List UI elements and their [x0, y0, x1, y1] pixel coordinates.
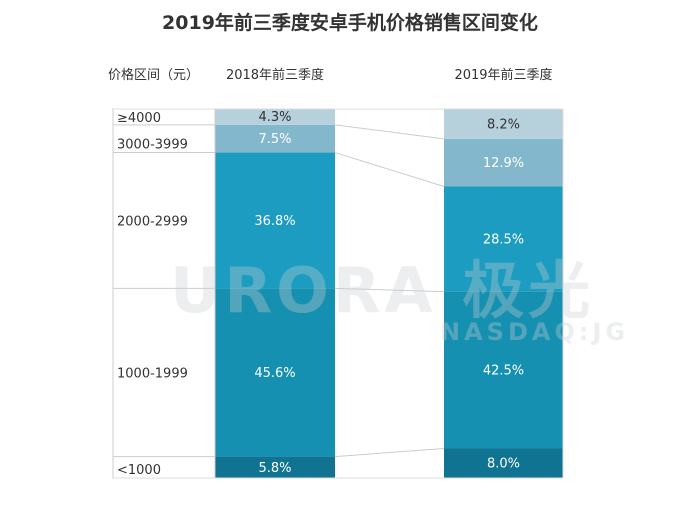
- legend-label: 1000-1999: [117, 366, 188, 381]
- data-label: 28.5%: [483, 233, 524, 248]
- legend-label: <1000: [117, 463, 161, 478]
- bar-segment: [215, 152, 335, 289]
- bar-segment: [215, 109, 335, 125]
- legend-label: 2000-2999: [117, 214, 188, 229]
- bar-segment: [444, 108, 563, 139]
- connector-line: [334, 447, 445, 458]
- bar-segment: [444, 138, 563, 187]
- bar-segment: [444, 291, 563, 449]
- category-header: 价格区间（元）: [108, 68, 200, 83]
- data-label: 4.3%: [258, 110, 291, 125]
- connector-line: [334, 152, 445, 187]
- bar-label-2018: 2018年前三季度: [225, 68, 325, 83]
- bar-segment: [444, 448, 563, 478]
- connector-line: [334, 287, 445, 293]
- data-label: 8.0%: [487, 457, 520, 472]
- data-label: 8.2%: [487, 117, 520, 132]
- bar-label-2019: 2019年前三季度: [454, 68, 553, 83]
- data-label: 42.5%: [483, 364, 524, 379]
- bar-segment: [215, 456, 335, 478]
- data-label: 45.6%: [254, 366, 295, 381]
- bar-segment: [215, 124, 335, 153]
- bar-segment: [444, 186, 563, 292]
- data-label: 7.5%: [258, 132, 291, 147]
- data-label: 36.8%: [254, 214, 295, 229]
- legend-column: [112, 108, 216, 479]
- legend-label: 3000-3999: [117, 138, 188, 153]
- connector-line: [334, 124, 445, 140]
- data-label: 12.9%: [483, 156, 524, 171]
- legend-label: ≥4000: [117, 111, 161, 126]
- data-label: 5.8%: [258, 461, 291, 476]
- chart-title: 2019年前三季度安卓手机价格销售区间变化: [162, 12, 538, 34]
- bar-segment: [215, 288, 335, 457]
